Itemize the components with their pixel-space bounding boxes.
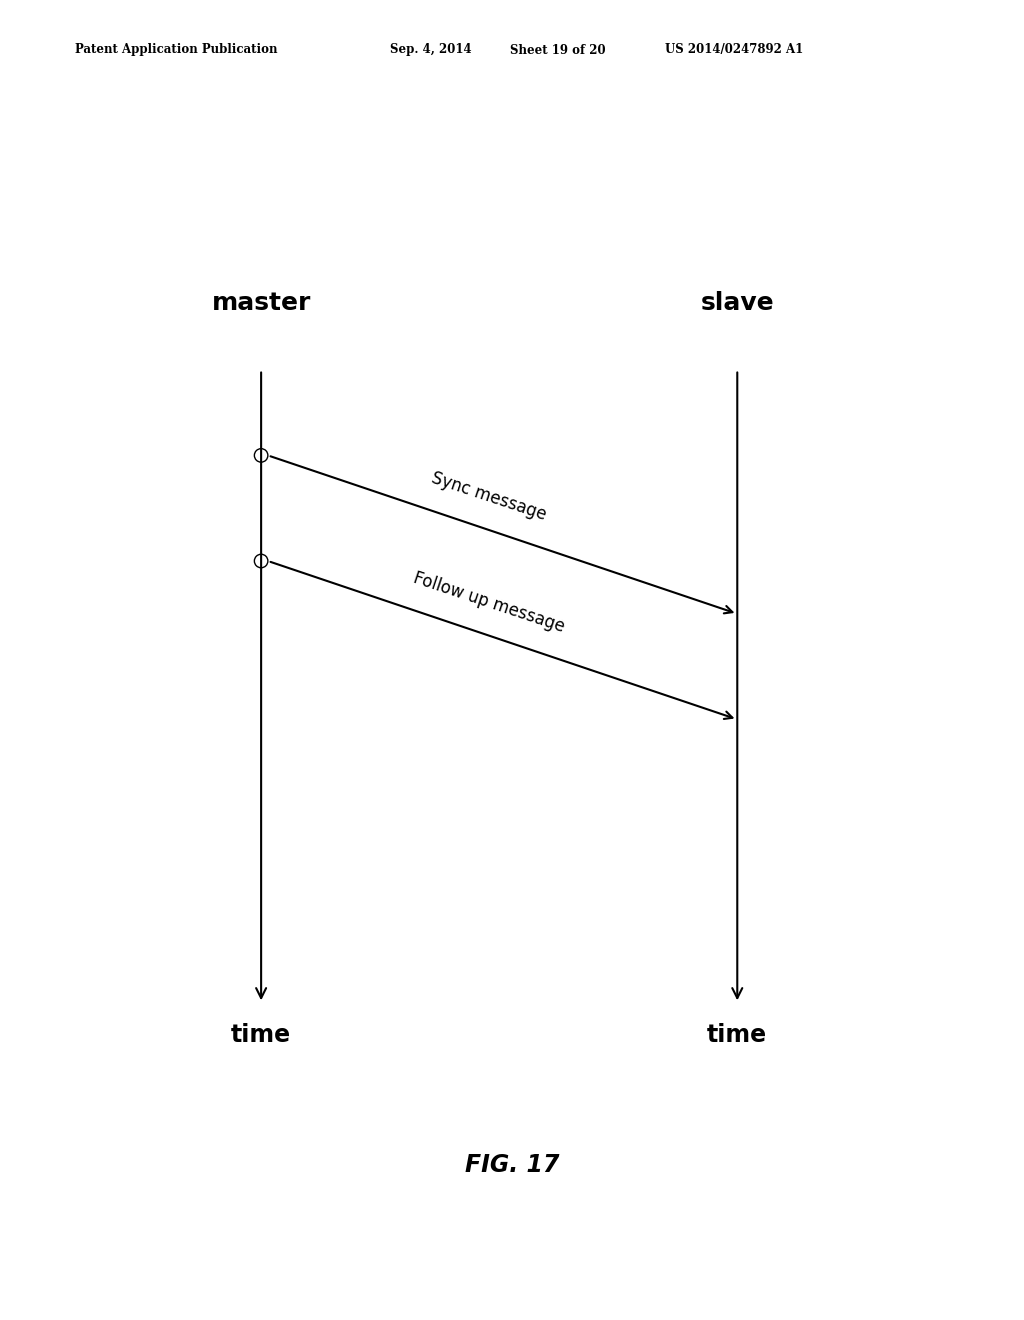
Text: slave: slave: [700, 290, 774, 314]
Text: US 2014/0247892 A1: US 2014/0247892 A1: [665, 44, 803, 57]
Text: master: master: [211, 290, 311, 314]
Text: time: time: [708, 1023, 767, 1047]
Text: Sync message: Sync message: [429, 469, 549, 524]
Text: Sep. 4, 2014: Sep. 4, 2014: [390, 44, 472, 57]
Text: Patent Application Publication: Patent Application Publication: [75, 44, 278, 57]
Text: FIG. 17: FIG. 17: [465, 1152, 559, 1177]
Text: time: time: [231, 1023, 291, 1047]
Text: Follow up message: Follow up message: [412, 569, 567, 636]
Text: Sheet 19 of 20: Sheet 19 of 20: [510, 44, 605, 57]
